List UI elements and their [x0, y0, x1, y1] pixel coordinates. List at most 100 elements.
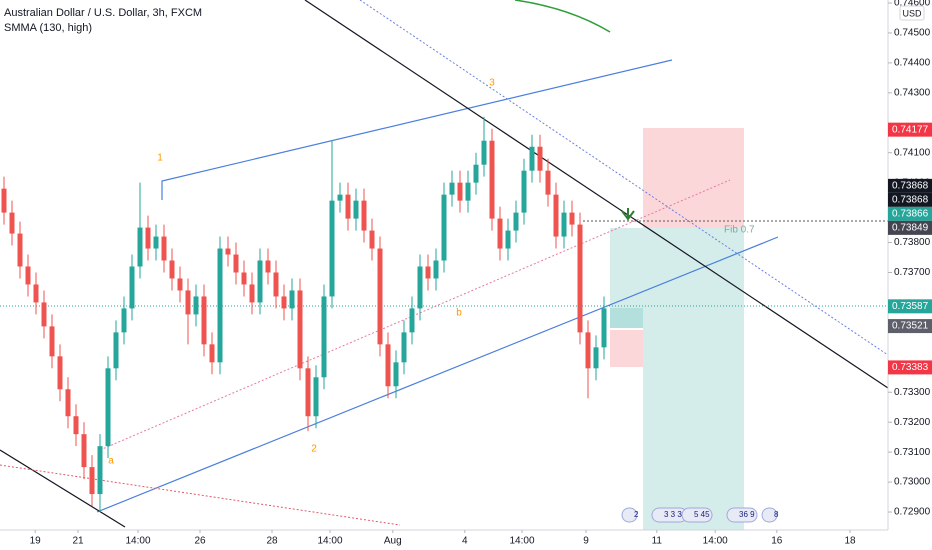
candle-body	[337, 194, 343, 201]
candle-body	[393, 362, 399, 387]
candle-body	[417, 266, 423, 309]
x-tick-label: 14:00	[509, 536, 534, 547]
price-tag	[888, 206, 932, 221]
price-tag-label: 0.74177	[892, 124, 929, 135]
event-badge	[681, 507, 713, 523]
x-tick-label: 14:00	[317, 536, 342, 547]
x-tick-label: 9	[583, 536, 589, 547]
candle-body	[545, 170, 551, 195]
y-tick-label: 0.73000	[894, 477, 931, 488]
arrow	[621, 208, 635, 221]
candle-body	[585, 332, 591, 369]
y-tick-label: 0.73300	[894, 387, 931, 398]
x-tick-label: 19	[30, 536, 42, 547]
x-tick-label: 11	[652, 536, 663, 547]
target-zone	[643, 308, 744, 530]
candle-body	[17, 233, 23, 267]
trend-line	[0, 449, 126, 528]
profit-box	[610, 308, 643, 328]
candle-body	[369, 230, 375, 249]
candle-body	[473, 164, 479, 183]
candle-body	[433, 260, 439, 279]
candle-body	[289, 290, 295, 309]
candle-body	[129, 266, 135, 309]
wave-label: 1	[157, 153, 163, 164]
price-tag	[888, 192, 932, 207]
candle-body	[185, 290, 191, 315]
x-tick-label: 26	[194, 536, 206, 547]
candle-body	[161, 236, 167, 261]
candle-body	[529, 146, 535, 171]
candle-body	[169, 260, 175, 279]
smma-line	[514, 0, 611, 33]
wave-label: a	[108, 456, 114, 467]
channel-top	[161, 59, 673, 200]
candle-body	[177, 278, 183, 291]
currency-badge	[899, 5, 925, 21]
fib-label: Fib 0.7	[724, 225, 755, 236]
price-tag-label: 0.73587	[892, 301, 929, 312]
indicator-label: SMMA (130, high)	[4, 22, 92, 34]
candle-body	[49, 326, 55, 357]
candle-body	[73, 416, 79, 435]
event-badge	[726, 507, 758, 523]
candle-body	[273, 272, 279, 297]
price-tag-label: 0.73849	[892, 223, 929, 234]
candle-body	[569, 212, 575, 225]
candle-body	[33, 284, 39, 303]
channel-bottom	[96, 236, 779, 513]
candle-body	[377, 248, 383, 345]
candle-body	[113, 332, 119, 369]
candle-body	[497, 218, 503, 249]
candle-body	[577, 224, 583, 333]
candle-body	[257, 260, 263, 303]
price-tag	[888, 360, 932, 375]
candle-body	[105, 368, 111, 447]
candle-body	[249, 284, 255, 303]
trend-line	[304, 0, 889, 389]
candle-body	[449, 182, 455, 195]
y-tick-label: 0.74400	[894, 58, 931, 69]
y-tick-label: 0.73700	[894, 267, 931, 278]
x-tick-label: Aug	[384, 536, 402, 547]
candle-body	[425, 266, 431, 279]
loss-box	[610, 330, 643, 367]
candle-body	[1, 188, 7, 213]
candle-body	[97, 446, 103, 495]
event-badge	[621, 507, 638, 523]
price-tag-label: 0.73866	[892, 209, 929, 220]
candle-body	[489, 140, 495, 219]
candle-body	[209, 344, 215, 363]
y-tick-label: 0.74600	[894, 0, 931, 9]
candle-body	[121, 308, 127, 333]
candle-body	[89, 467, 95, 495]
event-label: 36 9	[739, 510, 755, 519]
candle-body	[401, 332, 407, 363]
candle-body	[537, 146, 543, 171]
event-label: 5 45	[694, 510, 710, 519]
x-tick-label: 28	[266, 536, 278, 547]
candle-body	[145, 227, 151, 249]
candle-body	[553, 194, 559, 237]
price-tag-label: 0.73521	[892, 321, 929, 332]
chart-title: Australian Dollar / U.S. Dollar, 3h, FXC…	[4, 7, 202, 19]
candle-body	[409, 308, 415, 333]
candle-body	[481, 140, 487, 165]
y-tick-label: 0.74500	[894, 28, 931, 39]
wave-label: 2	[311, 444, 317, 455]
x-tick-label: 21	[72, 536, 84, 547]
price-tag-label: 0.73383	[892, 362, 929, 373]
price-tag	[888, 299, 932, 314]
candle-body	[441, 194, 447, 261]
x-tick-label: 18	[844, 536, 856, 547]
price-tag-label: 0.73868	[892, 195, 929, 206]
candle-body	[321, 296, 327, 378]
candle-body	[233, 254, 239, 273]
y-tick-label: 0.74100	[894, 147, 931, 158]
candles	[1, 116, 607, 513]
candle-body	[361, 200, 367, 231]
candle-body	[281, 296, 287, 309]
candle-body	[305, 368, 311, 417]
price-tag	[888, 220, 932, 235]
candle-body	[521, 170, 527, 213]
